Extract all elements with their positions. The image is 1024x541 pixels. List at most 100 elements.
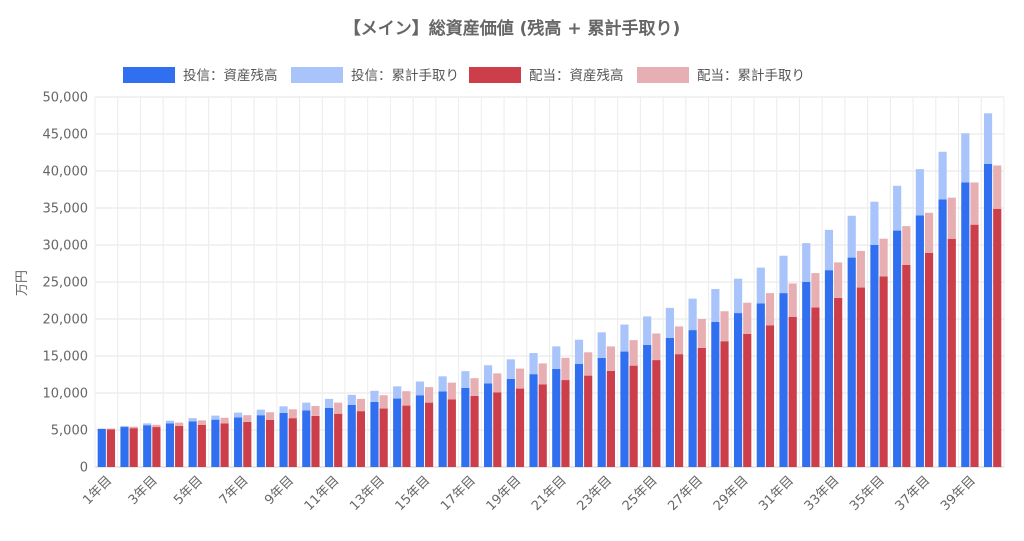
bar-haitou-balance	[879, 276, 888, 467]
bar-haitou-balance	[902, 264, 911, 467]
x-tick-label: 35年目	[847, 473, 888, 514]
bar-toushin-cumulative	[643, 316, 652, 345]
bar-toushin-cumulative	[847, 215, 856, 258]
bar-haitou-balance	[947, 238, 956, 467]
bar-toushin-balance	[893, 230, 902, 467]
bar-toushin-cumulative	[756, 267, 765, 304]
y-axis-label: 万円	[15, 270, 30, 296]
bar-haitou-cumulative	[902, 226, 911, 265]
bar-haitou-cumulative	[265, 412, 275, 421]
bar-toushin-balance	[324, 407, 334, 467]
bar-toushin-balance	[165, 423, 175, 467]
bar-haitou-cumulative	[425, 387, 434, 403]
bar-toushin-cumulative	[733, 278, 743, 314]
bar-haitou-balance	[584, 375, 593, 467]
bar-haitou-cumulative	[334, 402, 343, 414]
legend-swatch	[637, 67, 689, 83]
bar-haitou-balance	[220, 423, 229, 467]
bar-toushin-balance	[234, 417, 243, 467]
bar-toushin-cumulative	[393, 386, 402, 399]
bar-toushin-cumulative	[983, 113, 993, 164]
bar-toushin-cumulative	[961, 133, 970, 183]
bar-toushin-cumulative	[688, 298, 697, 331]
bar-toushin-balance	[688, 330, 697, 467]
legend-label: 投信：資産残高	[183, 67, 278, 84]
bar-toushin-balance	[824, 270, 834, 467]
bar-toushin-balance	[847, 257, 856, 467]
bar-haitou-balance	[197, 424, 206, 467]
x-tick-label: 23年目	[574, 473, 615, 514]
bar-toushin-cumulative	[279, 406, 288, 413]
bar-toushin-cumulative	[211, 415, 220, 420]
bar-toushin-balance	[620, 351, 629, 467]
y-tick-label: 25,000	[43, 276, 89, 291]
bar-toushin-cumulative	[665, 307, 674, 338]
x-tick-label: 31年目	[756, 473, 797, 514]
bar-haitou-balance	[288, 418, 297, 467]
bar-haitou-cumulative	[356, 398, 366, 412]
y-tick-label: 20,000	[43, 313, 89, 328]
bar-toushin-balance	[756, 303, 765, 467]
y-tick-label: 35,000	[43, 202, 89, 217]
y-tick-label: 5,000	[51, 424, 88, 439]
bar-haitou-cumulative	[152, 424, 161, 428]
bar-toushin-cumulative	[415, 381, 425, 396]
bar-haitou-cumulative	[538, 363, 547, 385]
bar-toushin-cumulative	[574, 339, 584, 364]
bar-haitou-cumulative	[720, 311, 729, 342]
bar-haitou-cumulative	[924, 212, 934, 253]
chart-title: 【メイン】総資産価値 (残高 + 累計手取り)	[344, 18, 681, 39]
bar-toushin-cumulative	[938, 151, 947, 200]
bar-haitou-cumulative	[788, 283, 797, 317]
bar-haitou-cumulative	[606, 346, 615, 371]
bar-toushin-cumulative	[188, 418, 197, 422]
x-tick-label: 21年目	[529, 473, 570, 514]
legend-label: 配当：累計手取り	[697, 68, 805, 84]
bar-haitou-balance	[856, 287, 865, 467]
bar-haitou-balance	[470, 395, 479, 467]
bar-haitou-cumulative	[470, 378, 479, 396]
y-tick-label: 30,000	[43, 239, 89, 254]
bar-toushin-cumulative	[824, 229, 834, 271]
bar-haitou-balance	[697, 347, 706, 467]
bar-haitou-cumulative	[379, 395, 388, 409]
bar-toushin-cumulative	[484, 365, 493, 384]
legend-swatch	[123, 67, 175, 83]
y-tick-label: 40,000	[43, 165, 89, 180]
y-tick-label: 10,000	[43, 387, 89, 402]
bar-toushin-cumulative	[302, 402, 311, 411]
bar-toushin-cumulative	[324, 398, 334, 408]
x-tick-label: 13年目	[347, 473, 388, 514]
bar-toushin-balance	[552, 368, 561, 467]
bar-haitou-balance	[993, 208, 1002, 468]
bar-haitou-balance	[379, 408, 388, 467]
bar-toushin-balance	[915, 215, 924, 467]
bar-toushin-cumulative	[256, 409, 265, 416]
bar-haitou-cumulative	[629, 340, 638, 366]
bar-haitou-cumulative	[243, 415, 252, 422]
bar-haitou-cumulative	[515, 368, 525, 389]
bar-toushin-balance	[370, 401, 379, 467]
bar-haitou-cumulative	[175, 422, 184, 426]
bar-haitou-cumulative	[697, 319, 706, 348]
bar-haitou-balance	[311, 415, 320, 467]
bar-toushin-cumulative	[529, 353, 538, 375]
bar-haitou-balance	[606, 370, 615, 467]
bar-toushin-cumulative	[711, 289, 720, 322]
bar-toushin-balance	[211, 419, 220, 467]
bar-haitou-cumulative	[811, 273, 820, 308]
bar-haitou-cumulative	[879, 238, 888, 277]
bar-haitou-cumulative	[947, 197, 956, 239]
bar-haitou-balance	[265, 420, 275, 467]
bar-toushin-balance	[643, 344, 652, 467]
bar-haitou-balance	[788, 316, 797, 467]
bar-toushin-cumulative	[461, 371, 470, 388]
bar-haitou-cumulative	[447, 382, 456, 400]
bar-haitou-balance	[538, 384, 547, 467]
bar-toushin-cumulative	[143, 423, 152, 426]
x-tick-label: 17年目	[438, 473, 479, 514]
bar-toushin-balance	[279, 412, 288, 467]
bar-toushin-cumulative	[347, 394, 356, 405]
bar-toushin-cumulative	[120, 425, 129, 428]
